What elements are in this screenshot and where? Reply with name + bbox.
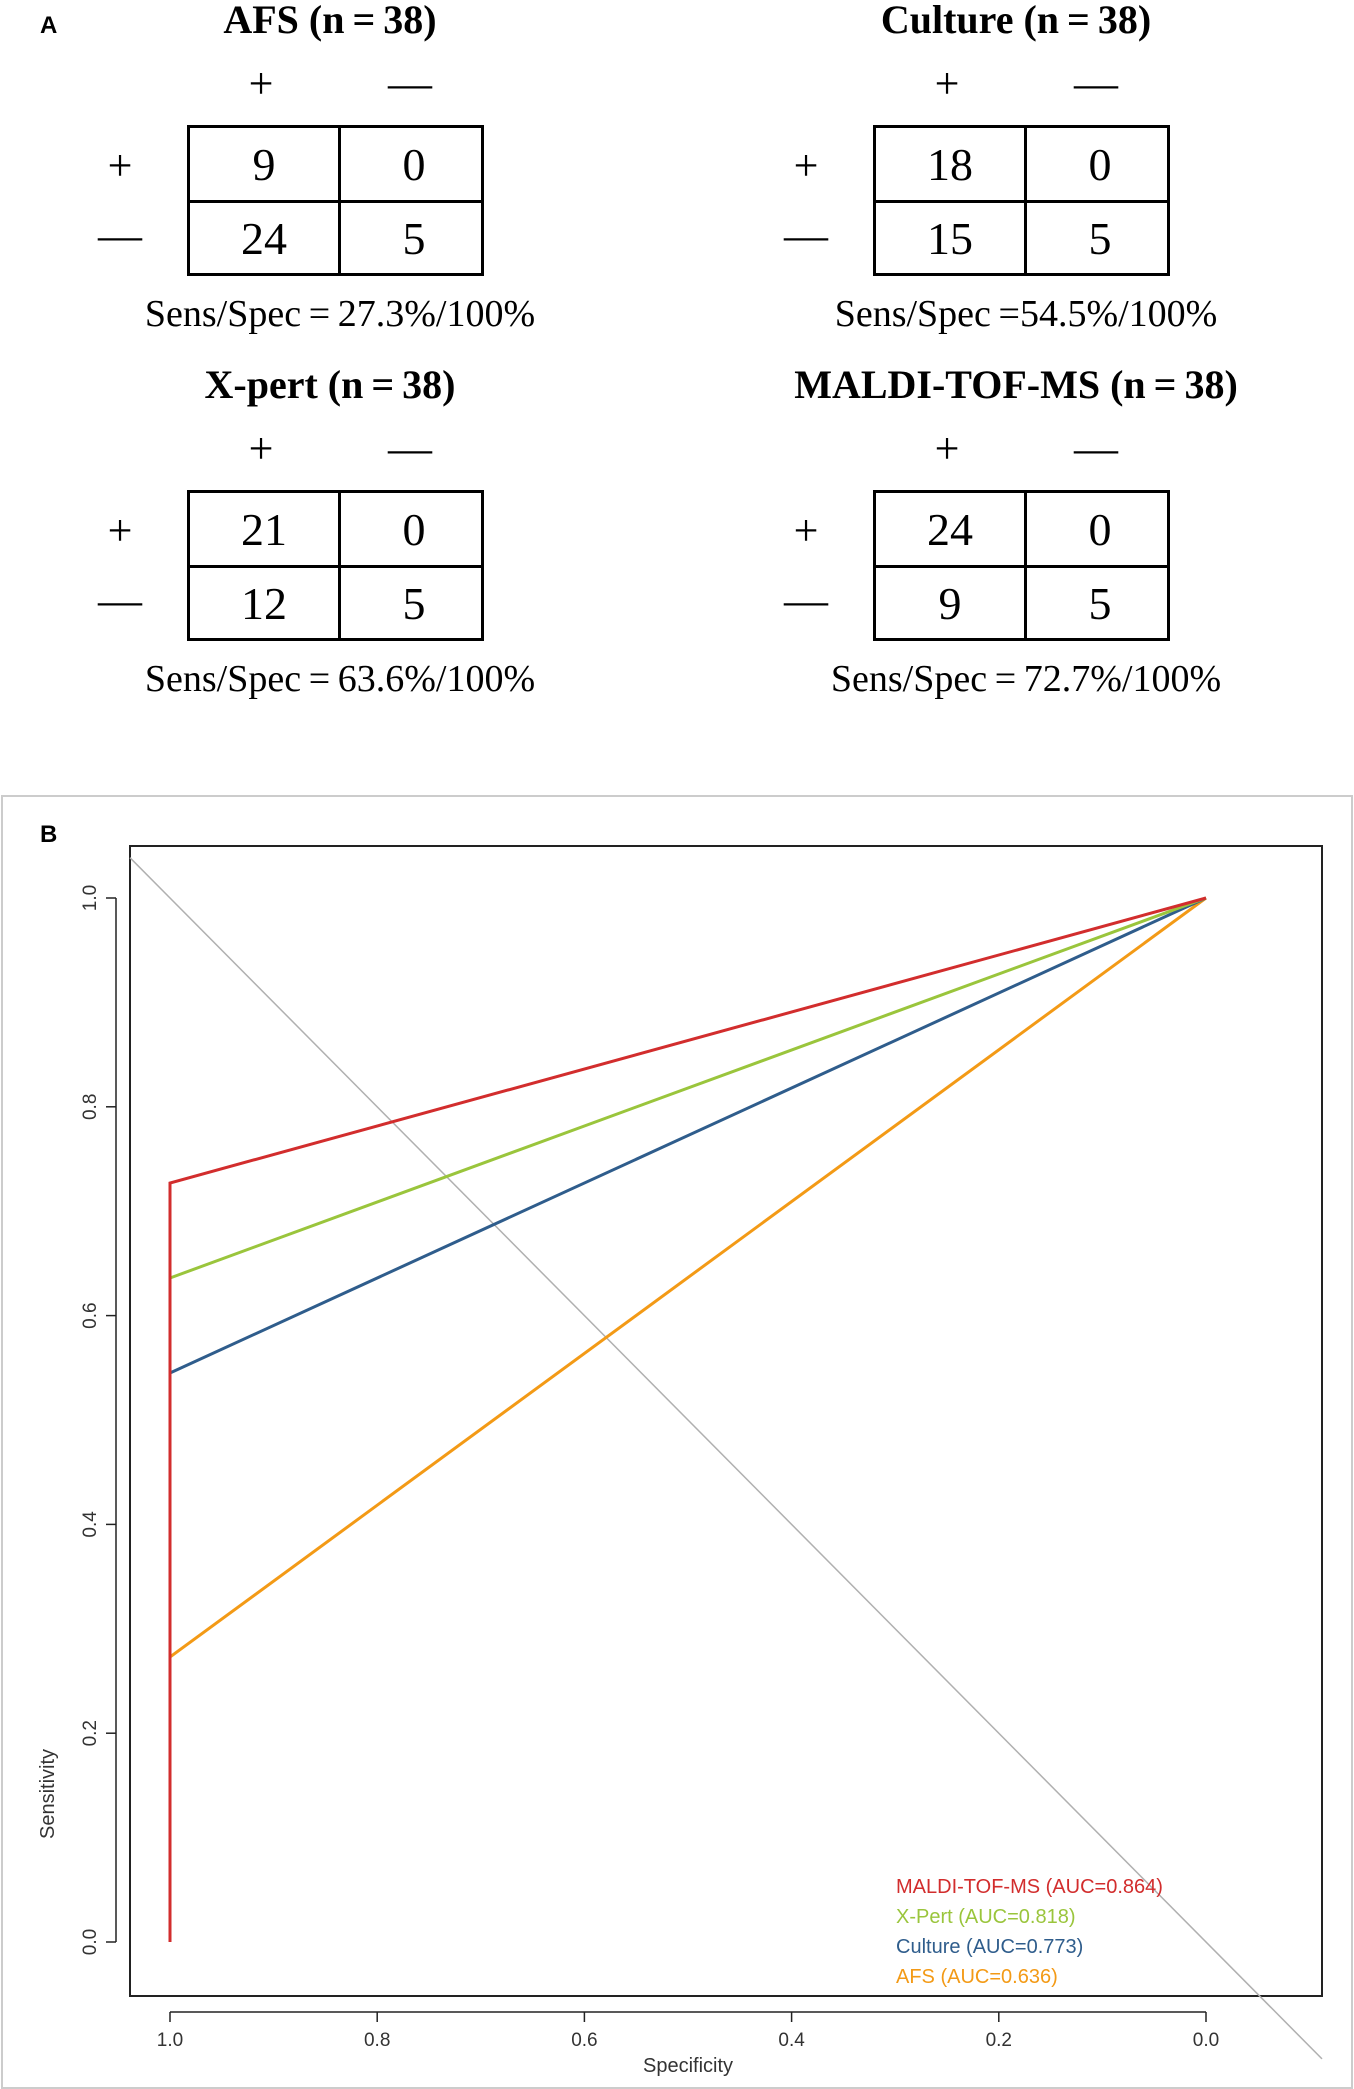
contingency-table-xpert: X-pert (n = 38) + — + — 21 0 12 5 Sens/S… <box>90 362 570 700</box>
row-label-positive: + <box>793 506 819 555</box>
x-axis-label: Specificity <box>643 2055 733 2077</box>
col-label-negative: — <box>388 424 432 473</box>
y-tick-label: 0.0 <box>80 1929 101 1955</box>
roc-curve-maldi-tof-ms <box>168 896 1207 1942</box>
table-title: X-pert (n = 38) <box>204 362 456 407</box>
panel-a-letter: A <box>40 12 58 39</box>
row-label-negative: — <box>98 576 142 625</box>
col-label-positive: + <box>248 59 274 108</box>
plot-area <box>129 845 1323 1997</box>
panel-b-frame <box>1 795 1353 2089</box>
col-label-positive: + <box>934 424 960 473</box>
table-title: AFS (n = 38) <box>223 0 437 42</box>
row-label-negative: — <box>784 211 828 260</box>
sens-spec-text: Sens/Spec = 27.3%/100% <box>144 293 536 335</box>
row-label-positive: + <box>107 141 133 190</box>
legend-entry: MALDI-TOF-MS (AUC=0.864) <box>896 1876 1163 1898</box>
roc-curves <box>129 857 1323 2060</box>
y-axis-label: Sensitivity <box>37 1749 59 1839</box>
col-label-negative: — <box>388 59 432 108</box>
x-tick-label: 0.6 <box>571 2030 597 2051</box>
cell-true-positive: 24 <box>927 504 973 555</box>
cell-false-negative: 9 <box>938 578 962 629</box>
cell-false-negative: 12 <box>241 578 287 629</box>
cell-true-positive: 21 <box>241 504 287 555</box>
row-label-positive: + <box>793 141 819 190</box>
y-tick-label: 0.6 <box>80 1302 101 1328</box>
col-label-positive: + <box>248 424 274 473</box>
table-grid: 9 0 24 5 <box>187 125 484 276</box>
x-tick-label: 0.2 <box>986 2030 1012 2051</box>
cell-true-negative: 5 <box>402 213 426 264</box>
panel-b-letter: B <box>40 821 57 848</box>
sens-spec-text: Sens/Spec =54.5%/100% <box>834 293 1218 335</box>
row-label-negative: — <box>784 576 828 625</box>
sens-spec-text: Sens/Spec = 72.7%/100% <box>830 658 1222 700</box>
table-title: Culture (n = 38) <box>880 0 1152 42</box>
cell-true-negative: 5 <box>1088 578 1112 629</box>
cell-true-positive: 18 <box>927 139 973 190</box>
table-title: MALDI-TOF-MS (n = 38) <box>794 362 1238 407</box>
cell-true-positive: 9 <box>252 139 276 190</box>
cell-false-positive: 0 <box>1088 139 1112 190</box>
col-label-negative: — <box>1074 424 1118 473</box>
cell-true-negative: 5 <box>402 578 426 629</box>
legend-entry: X-Pert (AUC=0.818) <box>896 1906 1076 1928</box>
cell-false-positive: 0 <box>1088 504 1112 555</box>
cell-false-negative: 15 <box>927 213 973 264</box>
contingency-table-afs: AFS (n = 38) + — + — 9 0 24 5 Sens/Spec … <box>90 0 570 335</box>
col-label-positive: + <box>934 59 960 108</box>
row-label-negative: — <box>98 211 142 260</box>
legend: MALDI-TOF-MS (AUC=0.864) X-Pert (AUC=0.81… <box>896 1876 1163 1988</box>
cell-false-positive: 0 <box>402 504 426 555</box>
cell-false-positive: 0 <box>402 139 426 190</box>
y-tick-label: 0.2 <box>80 1720 101 1746</box>
x-tick-label: 1.0 <box>157 2030 183 2051</box>
y-tick-label: 0.4 <box>80 1511 101 1538</box>
axes: 1.0 0.8 0.6 0.4 0.2 0.0 0.0 0.2 0.4 0.6 0.8 1.0 <box>80 885 1219 2051</box>
y-tick-label: 0.8 <box>80 1094 101 1120</box>
roc-chart: B 1.0 0.8 0.6 0.4 0.2 0.0 0.0 0.2 0.4 0.6 0.8 1.0 M… <box>1 795 1353 2089</box>
table-grid: 18 0 15 5 <box>873 125 1170 276</box>
table-grid: 21 0 12 5 <box>187 490 484 641</box>
table-grid: 24 0 9 5 <box>873 490 1170 641</box>
row-label-positive: + <box>107 506 133 555</box>
col-label-negative: — <box>1074 59 1118 108</box>
x-tick-label: 0.8 <box>364 2030 390 2051</box>
x-tick-label: 0.4 <box>778 2030 805 2051</box>
contingency-table-culture: Culture (n = 38) + — + — 18 0 15 5 Sens/… <box>776 0 1256 335</box>
cell-true-negative: 5 <box>1088 213 1112 264</box>
chance-diagonal-line <box>129 857 1323 2060</box>
legend-entry: AFS (AUC=0.636) <box>896 1966 1058 1988</box>
contingency-table-maldi-tof-ms: MALDI-TOF-MS (n = 38) + — + — 24 0 9 5 S… <box>776 362 1256 700</box>
cell-false-negative: 24 <box>241 213 287 264</box>
y-tick-label: 1.0 <box>80 885 101 911</box>
sens-spec-text: Sens/Spec = 63.6%/100% <box>144 658 536 700</box>
x-tick-label: 0.0 <box>1193 2030 1219 2051</box>
legend-entry: Culture (AUC=0.773) <box>896 1936 1083 1958</box>
